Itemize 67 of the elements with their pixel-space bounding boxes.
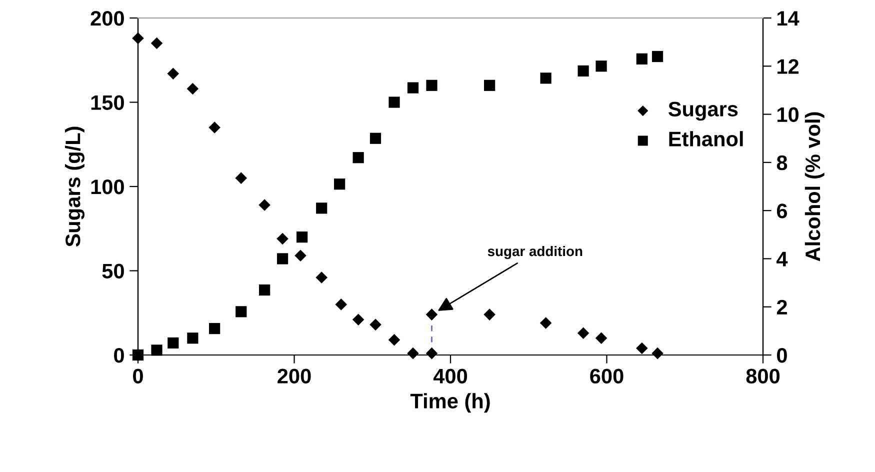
y-tick-label: 50	[102, 264, 124, 279]
y2-tick-label: 0	[777, 348, 787, 363]
y2-tick-label: 8	[776, 155, 788, 170]
point	[187, 332, 198, 344]
point	[636, 53, 648, 64]
point	[209, 322, 220, 334]
point	[167, 68, 180, 80]
y2-tick-label: 4	[776, 252, 788, 266]
point	[168, 337, 179, 349]
point	[636, 342, 648, 354]
y2-tick-label: 6	[776, 204, 788, 218]
x-tick-label: 0	[133, 368, 143, 384]
point	[370, 318, 382, 331]
point	[276, 232, 288, 245]
point	[426, 308, 438, 320]
x-tick-label: 800	[746, 368, 780, 384]
point	[335, 298, 348, 310]
y2-tick-label: 2	[776, 300, 787, 314]
point	[407, 82, 419, 94]
y2-tick-label: 10	[778, 107, 799, 122]
point	[484, 80, 496, 91]
legend-label: Ethanol	[669, 131, 743, 146]
point	[258, 199, 270, 211]
point	[652, 50, 664, 62]
point	[236, 306, 247, 318]
point	[132, 349, 144, 361]
point	[208, 122, 220, 134]
point	[294, 250, 306, 262]
x-tick-label: 200	[278, 368, 311, 384]
point	[151, 344, 162, 356]
x-tick-label: 600	[590, 368, 624, 384]
y-axis-title: Sugars (g/L)	[64, 126, 84, 247]
point	[316, 272, 328, 284]
point	[595, 332, 608, 344]
point	[407, 347, 419, 360]
point	[150, 37, 163, 50]
point	[596, 60, 607, 72]
y2-axis-title: Alcohol (% vol)	[804, 112, 824, 262]
legend-label: Sugars	[668, 102, 738, 121]
y2-tick-label: 12	[778, 59, 799, 74]
point	[352, 314, 364, 326]
point	[370, 132, 382, 144]
y-tick-label: 200	[90, 11, 124, 26]
y2-tick-label: 14	[778, 11, 800, 26]
point	[352, 152, 364, 164]
point	[577, 327, 590, 339]
point	[276, 253, 288, 264]
point	[388, 334, 400, 346]
point	[540, 72, 552, 84]
x-tick-label: 400	[433, 368, 468, 384]
x-axis-title: Time (h)	[410, 393, 490, 413]
point	[388, 96, 400, 108]
point	[540, 317, 552, 329]
point	[259, 284, 270, 296]
y-tick-label: 0	[114, 348, 124, 363]
point	[186, 82, 199, 95]
point	[578, 65, 589, 77]
y-tick-label: 150	[91, 95, 124, 110]
point	[652, 347, 664, 360]
y-tick-label: 100	[91, 180, 124, 194]
point	[426, 80, 438, 91]
point	[296, 231, 308, 243]
point	[235, 172, 248, 184]
annotation: sugar addition	[488, 246, 582, 260]
point	[334, 178, 346, 190]
point	[316, 202, 328, 214]
point	[484, 308, 496, 320]
